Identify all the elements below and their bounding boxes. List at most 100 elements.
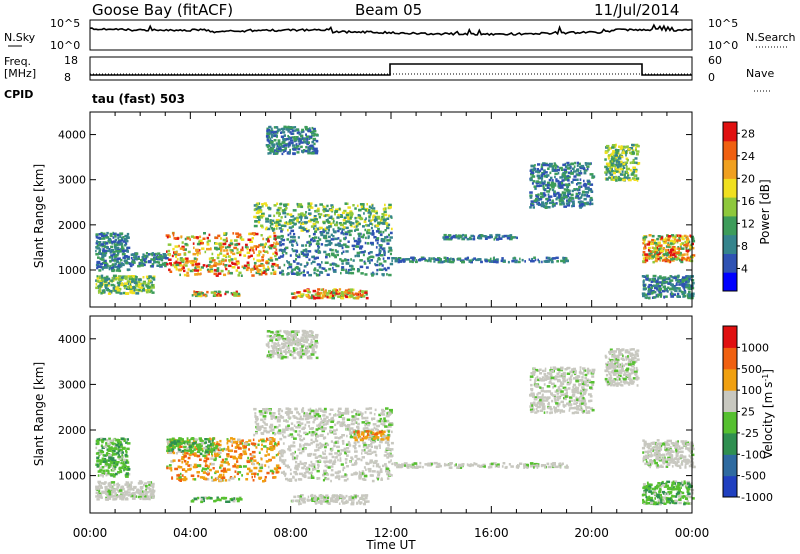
data-cell [193, 246, 195, 250]
data-cell [296, 273, 301, 276]
data-cell [377, 221, 381, 224]
data-cell [556, 260, 559, 263]
data-cell [651, 291, 655, 294]
data-cell [273, 130, 277, 134]
data-cell [327, 239, 332, 243]
data-cell [567, 203, 570, 207]
data-cell [265, 144, 270, 147]
data-cell [531, 202, 534, 206]
data-cell [306, 138, 309, 141]
data-cell [372, 218, 374, 221]
data-cell [259, 425, 264, 429]
data-cell [152, 482, 155, 486]
data-cell [240, 248, 244, 252]
data-cell [543, 175, 547, 178]
data-cell [126, 447, 130, 451]
data-cell [201, 440, 204, 443]
data-cell [554, 184, 557, 187]
data-cell [331, 294, 335, 297]
data-cell [475, 258, 479, 262]
data-cell [273, 271, 276, 275]
noise-sky-line [89, 23, 693, 36]
data-cell [382, 247, 384, 251]
data-cell [195, 236, 199, 239]
data-cell [330, 215, 333, 218]
noise-left-tick-low: 10^0 [50, 39, 80, 52]
data-cell [103, 454, 108, 457]
data-cell [391, 257, 395, 260]
data-cell [149, 495, 152, 499]
data-cell [585, 191, 590, 194]
data-cell [345, 245, 350, 249]
data-cell [129, 275, 133, 279]
data-cell [337, 213, 340, 217]
data-cell [212, 438, 214, 442]
data-cell [246, 263, 250, 267]
data-cell [239, 439, 243, 443]
data-cell [670, 248, 675, 252]
data-cell [358, 222, 361, 226]
data-cell [208, 496, 212, 500]
data-cell [170, 263, 172, 267]
data-cell [237, 471, 242, 474]
data-cell [674, 289, 678, 293]
data-cell [586, 195, 591, 198]
data-cell [313, 227, 315, 230]
data-cell [119, 261, 121, 265]
data-cell [652, 274, 657, 278]
data-cell [677, 246, 680, 249]
data-cell [675, 251, 678, 254]
data-cell [219, 448, 224, 451]
data-cell [278, 143, 283, 146]
data-cell [183, 253, 187, 256]
data-cell [177, 450, 181, 453]
data-cell [671, 253, 675, 256]
data-cell [280, 127, 285, 131]
data-cell [287, 411, 290, 415]
data-cell [242, 266, 246, 270]
data-cell [578, 172, 583, 175]
data-cell [300, 218, 303, 221]
data-cell [117, 483, 121, 487]
data-cell [565, 202, 569, 205]
data-cell [145, 487, 149, 490]
data-cell [228, 259, 232, 262]
data-cell [194, 442, 197, 445]
data-cell [198, 294, 202, 298]
data-cell [556, 168, 561, 172]
data-cell [332, 228, 335, 231]
data-cell [691, 237, 695, 240]
data-cell [111, 240, 115, 244]
data-cell [231, 455, 236, 459]
data-cell [176, 442, 180, 446]
data-cell [533, 256, 536, 259]
data-cell [106, 277, 111, 281]
data-cell [611, 162, 615, 165]
data-cell [185, 442, 187, 445]
data-cell [364, 291, 368, 294]
data-cell [311, 134, 315, 137]
data-cell [293, 239, 297, 242]
data-cell [325, 209, 329, 212]
data-cell [564, 178, 568, 181]
data-cell [190, 474, 195, 477]
data-cell [370, 206, 372, 210]
data-cell [338, 227, 342, 231]
data-cell [241, 246, 244, 249]
data-cell [122, 256, 126, 259]
data-cell [432, 257, 435, 260]
data-cell [579, 170, 582, 173]
data-cell [289, 433, 294, 436]
data-cell [228, 478, 231, 482]
data-cell [265, 460, 269, 463]
data-cell [101, 490, 105, 494]
data-cell [382, 247, 386, 250]
data-cell [173, 265, 178, 269]
data-cell [146, 286, 151, 289]
data-cell [164, 257, 169, 260]
data-cell [141, 258, 144, 261]
data-cell [197, 447, 200, 450]
data-cell [276, 144, 279, 147]
data-cell [329, 426, 334, 429]
data-cell [275, 453, 278, 457]
